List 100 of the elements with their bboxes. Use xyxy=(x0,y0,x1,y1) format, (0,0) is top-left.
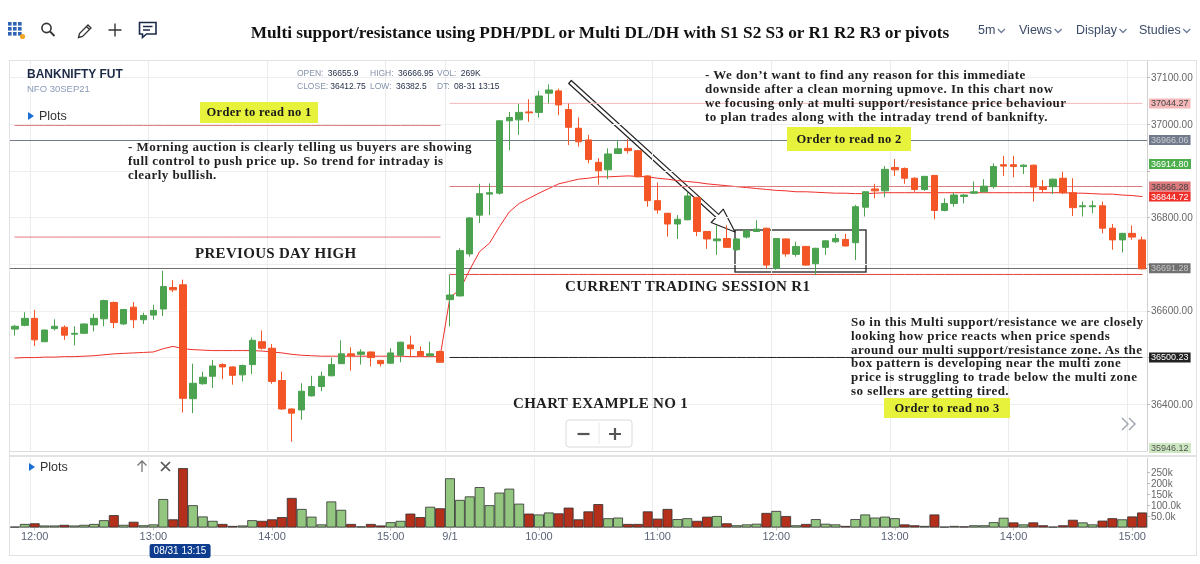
candlestick xyxy=(249,337,256,375)
annotation: Plots xyxy=(40,460,68,474)
candlestick xyxy=(130,301,137,329)
candlestick xyxy=(377,359,384,367)
text: Studies xyxy=(1139,23,1181,37)
y-tick-label: 37000.00 xyxy=(1151,118,1194,130)
candlestick xyxy=(693,196,701,237)
y-tick-label: 50.0k xyxy=(1151,510,1177,522)
candlestick xyxy=(219,362,226,380)
candlestick xyxy=(960,193,968,204)
candlestick xyxy=(911,176,918,193)
text: 08/31 13:15 xyxy=(149,544,211,558)
candlestick xyxy=(753,219,760,233)
annotation: Order to read no 3 xyxy=(884,398,1010,418)
candlestick xyxy=(189,363,197,414)
candlestick xyxy=(941,197,948,212)
y-tick-label: 250k xyxy=(1151,466,1174,478)
annotation: OPEN: 36655.9 xyxy=(297,67,359,78)
annotation: Plots xyxy=(39,109,67,123)
y-tick-label: 200k xyxy=(1151,477,1174,489)
candlestick xyxy=(347,346,355,372)
candlestick xyxy=(852,204,859,261)
x-tick-label: 14:00 xyxy=(258,530,286,542)
candlestick xyxy=(110,301,118,329)
candlestick xyxy=(862,190,869,218)
annotation: CURRENT TRADING SESSION R1 xyxy=(565,277,811,295)
candlestick xyxy=(1020,163,1027,175)
candlestick xyxy=(614,139,622,155)
candlestick xyxy=(120,308,127,326)
data-label: 37044.27 xyxy=(1151,98,1189,109)
candlestick xyxy=(229,365,236,386)
candlestick xyxy=(160,270,167,317)
candlestick xyxy=(1079,201,1086,218)
candlestick xyxy=(179,279,187,413)
candlestick xyxy=(466,216,473,258)
candlestick xyxy=(713,224,721,256)
annotation: PREVIOUS DAY HIGH xyxy=(195,244,357,262)
x-tick-label: 13:00 xyxy=(139,530,168,542)
candlestick xyxy=(891,158,899,177)
candlestick xyxy=(1089,200,1096,214)
x-tick-label: 14:00 xyxy=(999,530,1028,542)
candlestick xyxy=(1128,224,1136,241)
candlestick xyxy=(496,119,503,196)
candlestick xyxy=(90,313,98,332)
candlestick xyxy=(1109,223,1116,251)
candlestick xyxy=(11,324,19,337)
y-tick-label: 150k xyxy=(1151,488,1174,500)
candlestick xyxy=(644,174,651,208)
candlestick xyxy=(792,241,800,258)
x-tick-label: 15:00 xyxy=(376,530,405,542)
candlestick xyxy=(802,245,810,267)
candlestick xyxy=(288,408,295,443)
candlestick xyxy=(318,371,325,392)
candlestick xyxy=(773,237,780,271)
candlestick xyxy=(832,233,839,244)
candlestick xyxy=(733,237,740,252)
candlestick xyxy=(31,309,38,347)
annotation: HIGH: 36666.95 xyxy=(370,67,434,78)
annotation: So in this Multi support/resistance we are closely looking how price reacts when price spends around our multi support/resistance zone. As the box pattern is developing near the multi zone price is struggling to trade below the multi zone so sellers are getting tired. xyxy=(851,314,1144,398)
candlestick xyxy=(387,347,394,365)
candlestick xyxy=(199,371,207,386)
x-tick-label: 15:00 xyxy=(1118,530,1146,542)
x-tick-label: 13:00 xyxy=(881,530,909,542)
x-tick-label: 12:00 xyxy=(762,530,790,542)
candlestick xyxy=(21,311,29,327)
candlestick xyxy=(417,345,424,358)
candlestick xyxy=(357,348,365,366)
annotation: CHART EXAMPLE NO 1 xyxy=(513,394,689,412)
candlestick xyxy=(931,174,938,220)
annotation: CLOSE:36412.75 xyxy=(297,80,366,91)
candlestick xyxy=(436,350,444,364)
candlestick xyxy=(476,183,483,224)
candlestick xyxy=(71,325,78,346)
candlestick xyxy=(901,166,908,185)
candlestick xyxy=(842,233,849,247)
candlestick xyxy=(634,149,642,178)
annotation: Order to read no 2 xyxy=(787,127,911,151)
candlestick xyxy=(51,318,58,331)
chart-title: Multi support/resistance using PDH/PDL or Multi DL/DH with S1 S2 S3 or R1 R2 R3 or pivots xyxy=(250,23,950,42)
candlestick xyxy=(456,247,464,297)
candlestick xyxy=(763,227,770,269)
candlestick xyxy=(525,98,533,123)
candlestick xyxy=(486,182,493,216)
candlestick xyxy=(209,359,216,389)
annotation: - Morning auction is clearly telling us buyers are showing full control to push price up. So trend for intraday is clearly bullish. xyxy=(128,139,473,182)
candlestick xyxy=(1099,201,1106,234)
candlestick xyxy=(328,357,335,377)
candlestick xyxy=(278,371,286,411)
annotation: - We don’t want to find any reason for this immediate downside after a clean morning upmove. In this chart now we focusing only at multi support/resistance price behaviour to plan trades along with the intraday trend of banknifty. xyxy=(705,67,1067,124)
text: Views xyxy=(1019,23,1053,37)
candlestick xyxy=(565,103,572,146)
candlestick xyxy=(80,322,88,335)
candlestick xyxy=(575,117,582,147)
candlestick xyxy=(1039,179,1047,194)
data-label: 36866.28 xyxy=(1151,181,1189,192)
candlestick xyxy=(535,90,543,119)
candlestick xyxy=(812,247,819,276)
x-tick-label: 11:00 xyxy=(644,530,671,542)
candlestick xyxy=(426,341,434,358)
ref-line-label: 36966.06 xyxy=(1151,134,1189,145)
